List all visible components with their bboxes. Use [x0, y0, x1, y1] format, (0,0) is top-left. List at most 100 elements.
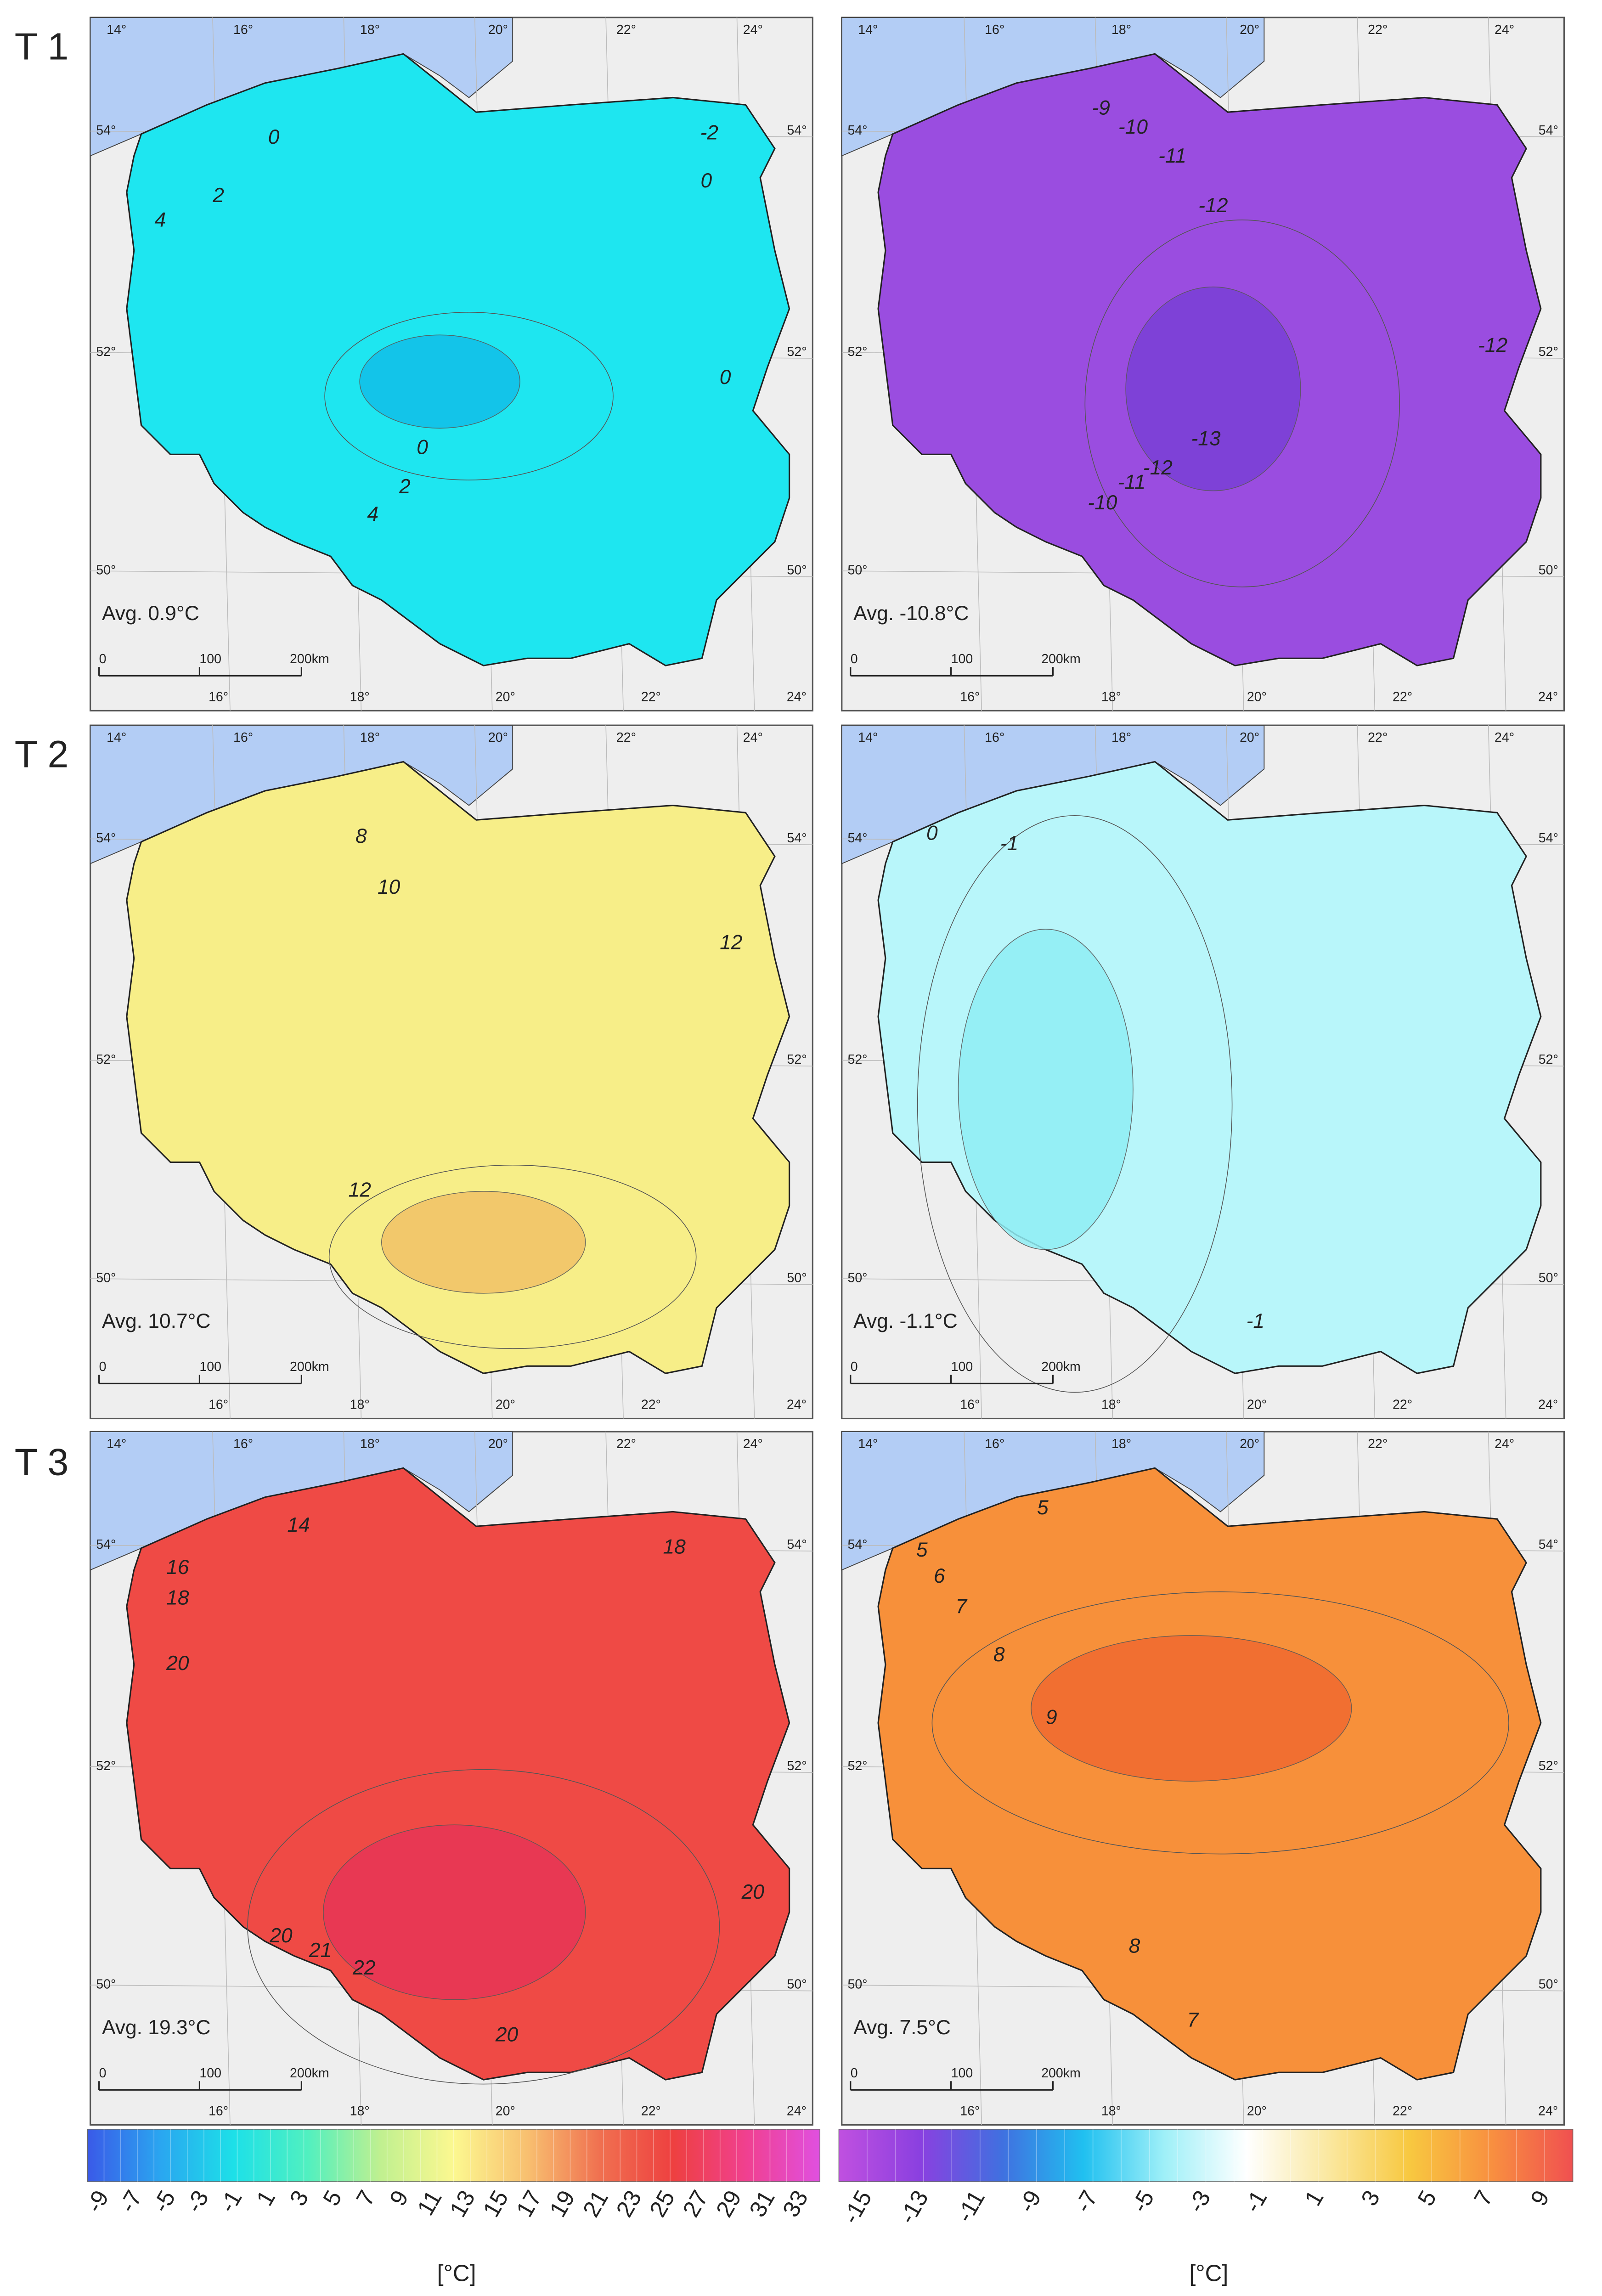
contour-label: 18 [166, 1586, 189, 1609]
contour-label: 5 [1037, 1496, 1049, 1519]
average-label: Avg. 7.5°C [853, 2016, 951, 2039]
contour-label: -9 [1092, 97, 1110, 119]
longitude-label: 24° [1495, 730, 1514, 745]
scale-label: 100 [199, 2066, 221, 2081]
contour-label: -12 [1478, 334, 1507, 356]
contour-label: 8 [1129, 1935, 1140, 1957]
contour-label: 5 [916, 1539, 928, 1561]
longitude-label: 20° [496, 689, 515, 704]
map-panel: 8 10 12 12 Avg. 10.7°C 0 100 200km 14° 16° 18° 20° 2… [90, 724, 813, 1420]
colorbar-tick-label: 7 [1469, 2186, 1498, 2210]
contour-region [917, 815, 1233, 1393]
latitude-label: 50° [96, 1271, 116, 1286]
longitude-label: 24° [1495, 1437, 1514, 1451]
longitude-label: 16° [209, 1397, 228, 1412]
longitude-label: 16° [985, 23, 1004, 37]
contour-label: 7 [1187, 2009, 1200, 2031]
contour-label: 6 [934, 1565, 945, 1587]
latitude-label: 54° [96, 1537, 116, 1552]
contour-label: 0 [720, 366, 731, 389]
colorbar-tick-label: 25 [644, 2186, 680, 2221]
colorbar-tick-label: 27 [677, 2186, 713, 2221]
latitude-label: 50° [847, 1271, 867, 1286]
colorbar-tick-label: 1 [1299, 2186, 1328, 2210]
average-label: Avg. 19.3°C [102, 2016, 210, 2039]
contour-label: 2 [399, 475, 411, 498]
contour-label: -1 [1247, 1310, 1264, 1332]
colorbar-tick-label: 1 [251, 2186, 280, 2210]
contour-label: 0 [268, 126, 280, 148]
colorbar-tick-label: 29 [711, 2186, 747, 2221]
average-label: Avg. -1.1°C [853, 1310, 958, 1332]
scale-label: 200km [1041, 652, 1081, 666]
scale-label: 100 [199, 1360, 221, 1374]
longitude-label: 16° [233, 1437, 253, 1451]
row-label: T 1 [15, 26, 69, 68]
latitude-label: 52° [847, 344, 867, 359]
longitude-label: 16° [209, 2104, 228, 2118]
colorbar-tick-label: -3 [1183, 2186, 1216, 2217]
scale-label: 200km [290, 2066, 329, 2081]
scale-label: 200km [1041, 1360, 1081, 1374]
latitude-label: 54° [96, 831, 116, 846]
contour-region [1125, 286, 1301, 491]
contour-region [1084, 220, 1400, 587]
latitude-label: 50° [787, 1977, 807, 1992]
colorbar-unit: [°C] [437, 2260, 476, 2286]
contour-region [958, 929, 1134, 1250]
longitude-label: 20° [1240, 1437, 1259, 1451]
longitude-label: 18° [360, 730, 380, 745]
contour-label: 10 [378, 876, 400, 898]
colorbar-unit: [°C] [1189, 2260, 1228, 2286]
contour-label: 12 [349, 1179, 372, 1202]
contour-label: 22 [352, 1957, 376, 1979]
latitude-label: 54° [96, 123, 116, 138]
contour-region [1031, 1635, 1352, 1782]
contour-region [359, 334, 520, 429]
longitude-label: 14° [107, 730, 126, 745]
colorbar-tick-label: 7 [351, 2186, 380, 2210]
latitude-label: 52° [787, 1052, 807, 1067]
latitude-label: 52° [96, 344, 116, 359]
latitude-label: 52° [787, 344, 807, 359]
longitude-label: 18° [350, 689, 370, 704]
contour-label: 0 [701, 169, 712, 192]
longitude-label: 24° [787, 2104, 807, 2118]
contour-label: -2 [700, 121, 718, 144]
colorbar-tick-label: 9 [384, 2186, 413, 2210]
scale-label: 0 [99, 652, 107, 666]
latitude-label: 52° [1539, 1759, 1558, 1773]
latitude-label: 54° [787, 123, 807, 138]
contour-label: 0 [417, 436, 428, 458]
longitude-label: 24° [1538, 1397, 1558, 1412]
longitude-label: 20° [488, 730, 508, 745]
map-panel: 14 18 16 18 20 20 20 21 22 20 Avg. 19.3°C 0 100 200km… [90, 1431, 813, 2126]
latitude-label: 52° [847, 1052, 867, 1067]
contour-label: 18 [663, 1535, 686, 1558]
colorbar-tick-label: 15 [478, 2186, 513, 2221]
scale-label: 0 [99, 2066, 107, 2081]
contour-label: 8 [993, 1643, 1005, 1666]
latitude-label: 54° [1539, 1537, 1558, 1552]
longitude-label: 20° [496, 1397, 515, 1412]
longitude-label: 24° [787, 1397, 807, 1412]
longitude-label: 24° [743, 730, 763, 745]
contour-label: 4 [367, 503, 378, 525]
latitude-label: 54° [787, 831, 807, 846]
scale-label: 200km [1041, 2066, 1081, 2081]
contour-label: -10 [1088, 491, 1117, 514]
colorbar-tick-label: 5 [1412, 2186, 1441, 2210]
average-label: Avg. 0.9°C [102, 602, 199, 625]
colorbar-tick-label: -9 [1013, 2186, 1046, 2217]
colorbar-tick-label: -7 [1070, 2186, 1103, 2217]
latitude-label: 52° [847, 1759, 867, 1773]
colorbar-tick-label: 19 [544, 2186, 580, 2221]
colorbar [838, 2129, 1574, 2182]
longitude-label: 16° [960, 689, 980, 704]
colorbar-tick-label: -1 [214, 2186, 247, 2217]
latitude-label: 50° [1539, 563, 1558, 578]
scale-label: 0 [99, 1360, 107, 1374]
